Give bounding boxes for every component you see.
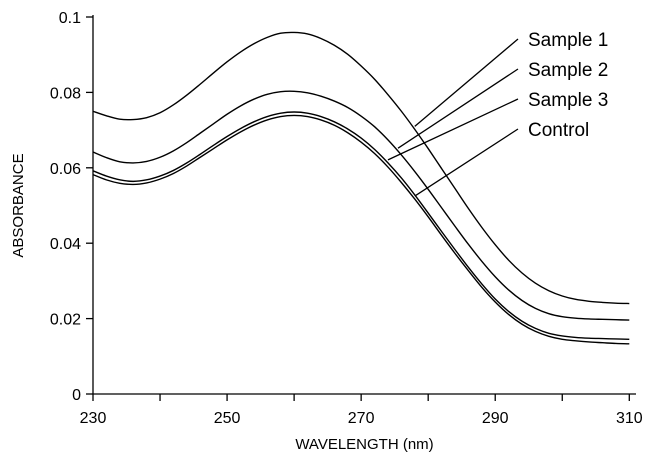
x-tick-label: 230 <box>80 410 107 427</box>
series-line-sample-1 <box>92 31 630 305</box>
y-axis-title: ABSORBANCE <box>10 153 27 257</box>
x-tick-label: 310 <box>616 410 643 427</box>
axes: 0 0.02 0.04 0.06 0.08 0.1 230 250 270 290 310 WAVEL… <box>10 10 643 453</box>
y-tick-label: 0.02 <box>50 312 81 329</box>
x-tick-label: 290 <box>482 410 509 427</box>
series-layer <box>92 31 630 345</box>
x-tick-label: 270 <box>348 410 375 427</box>
y-tick-label: 0.08 <box>50 85 81 102</box>
series-line-control <box>92 114 630 345</box>
x-axis-title: WAVELENGTH (nm) <box>295 436 433 453</box>
y-tick-label: 0 <box>72 387 81 404</box>
legend-label: Control <box>528 120 589 141</box>
x-tick-label: 250 <box>214 410 241 427</box>
legend-label: Sample 2 <box>528 60 608 81</box>
legend-label: Sample 3 <box>528 90 608 111</box>
y-tick-label: 0.04 <box>50 236 81 253</box>
series-line-sample-3 <box>92 111 630 341</box>
legend-leader-line <box>397 68 519 149</box>
y-tick-label: 0.1 <box>59 10 81 27</box>
legend-leader-line <box>414 38 519 127</box>
legend: Sample 1 Sample 2 Sample 3 Control <box>387 30 608 197</box>
legend-leader-line <box>414 128 519 197</box>
legend-leader-line <box>387 98 519 161</box>
y-tick-label: 0.06 <box>50 161 81 178</box>
legend-label: Sample 1 <box>528 30 608 51</box>
series-line-sample-2 <box>92 90 630 321</box>
